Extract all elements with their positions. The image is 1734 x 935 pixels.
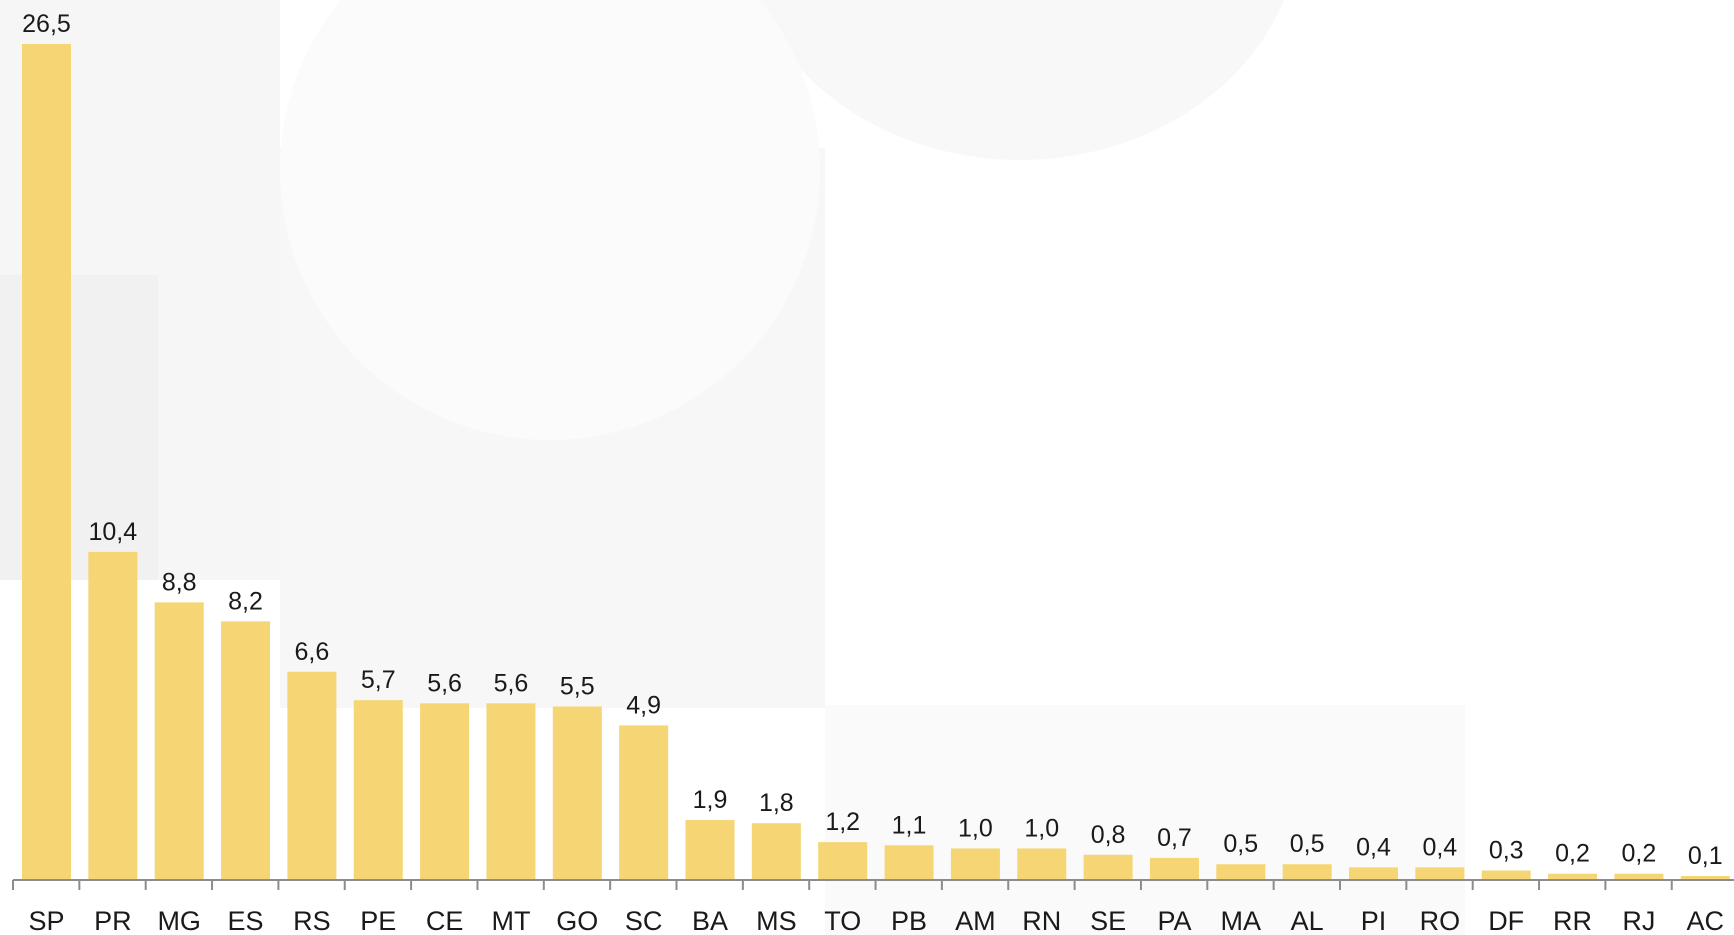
- bar-am: [950, 848, 1000, 880]
- bar-pb: [884, 845, 934, 880]
- bar-pi: [1349, 867, 1398, 880]
- data-label: 0,5: [1223, 830, 1258, 858]
- data-label: 0,7: [1157, 824, 1192, 852]
- bar-ce: [420, 703, 470, 880]
- x-tick-label: GO: [556, 906, 598, 935]
- bar-df: [1481, 870, 1531, 880]
- x-tick-label: BA: [692, 906, 728, 935]
- x-tick-label: PB: [891, 906, 927, 935]
- x-tick-label: RN: [1022, 906, 1061, 935]
- bar-rn: [1017, 848, 1067, 880]
- data-label: 0,4: [1422, 833, 1457, 861]
- x-tick-label: CE: [426, 906, 464, 935]
- data-label: 0,3: [1489, 837, 1524, 865]
- x-tick-label: MS: [756, 906, 797, 935]
- bar-mg: [154, 602, 204, 880]
- data-label: 5,6: [427, 669, 462, 697]
- data-label: 10,4: [89, 518, 138, 546]
- x-tick-label: SC: [625, 906, 663, 935]
- bar-al: [1282, 864, 1332, 880]
- bar-ba: [685, 820, 735, 880]
- bar-rj: [1614, 873, 1664, 880]
- x-tick-label: AL: [1291, 906, 1324, 935]
- data-label: 1,9: [693, 786, 728, 814]
- data-label: 0,1: [1688, 842, 1723, 870]
- data-label: 1,0: [958, 814, 993, 842]
- bar-sc: [619, 725, 669, 880]
- data-label: 6,6: [295, 638, 330, 666]
- x-tick-label: RR: [1553, 906, 1592, 935]
- bar-pa: [1149, 857, 1199, 880]
- x-tick-label: SE: [1090, 906, 1126, 935]
- x-tick-label: RJ: [1622, 906, 1655, 935]
- data-label: 0,2: [1622, 840, 1657, 868]
- x-tick-label: MA: [1221, 906, 1262, 935]
- data-label: 4,9: [626, 691, 661, 719]
- data-label: 0,2: [1555, 840, 1590, 868]
- data-label: 1,8: [759, 789, 794, 817]
- x-tick-label: PI: [1361, 906, 1387, 935]
- bar-ma: [1216, 864, 1266, 880]
- x-tick-label: MT: [491, 906, 530, 935]
- data-label: 8,8: [162, 568, 197, 596]
- bar-pr: [88, 551, 138, 880]
- data-label: 1,1: [892, 811, 927, 839]
- x-tick-label: PA: [1157, 906, 1191, 935]
- x-tick-label: PR: [94, 906, 132, 935]
- data-label: 1,0: [1024, 814, 1059, 842]
- data-label: 26,5: [22, 10, 71, 38]
- bar-ms: [751, 823, 801, 880]
- background-panel: [825, 705, 1465, 935]
- x-tick-label: ES: [228, 906, 264, 935]
- x-tick-label: DF: [1488, 906, 1524, 935]
- bar-es: [221, 621, 271, 880]
- bar-sp: [22, 44, 71, 880]
- x-tick-label: RO: [1420, 906, 1461, 935]
- x-tick-label: TO: [824, 906, 861, 935]
- x-tick-label: RS: [293, 906, 331, 935]
- bar-rr: [1548, 873, 1598, 880]
- data-label: 5,6: [494, 669, 529, 697]
- data-label: 0,4: [1356, 833, 1391, 861]
- data-label: 1,2: [825, 808, 860, 836]
- bar-ac: [1680, 876, 1730, 880]
- data-label: 8,2: [228, 587, 263, 615]
- data-label: 5,7: [361, 666, 396, 694]
- x-tick-label: AM: [955, 906, 996, 935]
- x-tick-label: SP: [28, 906, 64, 935]
- bar-rs: [287, 671, 337, 880]
- x-tick-label: AC: [1686, 906, 1724, 935]
- data-label: 0,5: [1290, 830, 1325, 858]
- x-tick-label: MG: [157, 906, 201, 935]
- bar-mt: [486, 703, 536, 880]
- bar-se: [1083, 854, 1133, 880]
- data-label: 0,8: [1091, 821, 1126, 849]
- bar-ro: [1415, 867, 1465, 880]
- background-shape: [280, 0, 820, 440]
- data-label: 5,5: [560, 672, 595, 700]
- bar-to: [818, 842, 868, 880]
- bar-go: [552, 706, 602, 880]
- x-tick-label: PE: [360, 906, 396, 935]
- bar-pe: [353, 700, 403, 880]
